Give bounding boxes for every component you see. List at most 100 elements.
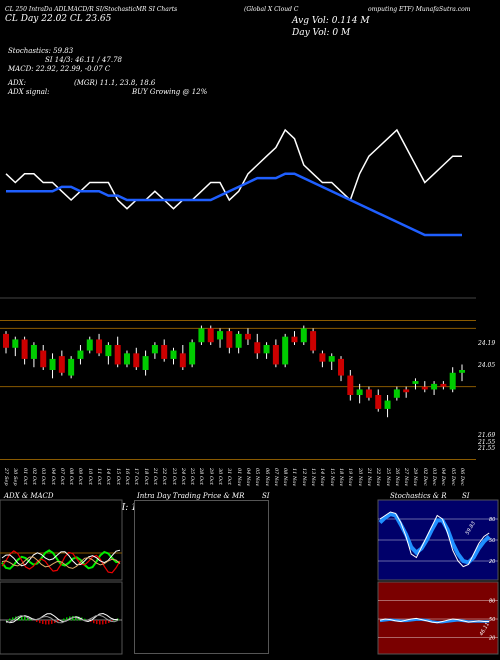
macd-histogram-bar	[108, 620, 110, 623]
candle-body	[58, 356, 65, 373]
header-overlap-2: CL Day 22.02 CL 23.65	[5, 14, 112, 24]
candle-body	[384, 400, 391, 409]
macd-histogram-bar	[42, 620, 44, 624]
macd-histogram-bar	[99, 620, 101, 625]
candle-body	[170, 350, 177, 359]
header-overlap-1: CL 250 IntraDa ADLMACD/R SI/StochasticMR…	[5, 6, 178, 13]
macd-histogram-bar	[9, 618, 11, 621]
adx-signal-label: ADX signal:	[8, 88, 50, 96]
macd-histogram-bar	[93, 620, 95, 624]
candle-body	[449, 372, 456, 390]
macd-histogram-bar	[51, 620, 53, 624]
candle-body	[375, 395, 382, 409]
header-title-a: (Global X Cloud C	[244, 6, 299, 13]
rsi-tick-label: 50	[489, 617, 495, 623]
macd-histogram-bar	[105, 620, 107, 624]
candle-body	[310, 331, 317, 351]
buy-signal: BUY Growing @ 12%	[132, 88, 208, 96]
macd-histogram-bar	[63, 618, 65, 621]
macd-histogram-bar	[72, 616, 74, 621]
main-chart-svg	[0, 128, 476, 460]
candle-body	[356, 389, 363, 395]
candle-body	[86, 339, 93, 351]
macd-histogram-bar	[39, 620, 41, 624]
macd-histogram-bar	[114, 619, 116, 621]
stochastics-value: Stochastics: 59.83	[8, 47, 74, 55]
minus-di-line	[1, 550, 121, 574]
candle-body	[151, 345, 158, 354]
stoch-tick-label: 20	[489, 559, 495, 565]
candle-body	[300, 328, 307, 343]
intraday-panel	[134, 500, 269, 654]
mgr-value: (MGR) 11.1, 23.8, 18.6	[74, 79, 156, 87]
candle-body	[189, 342, 196, 365]
price-line	[5, 128, 462, 210]
candle-body	[244, 333, 251, 340]
candle-body	[96, 339, 103, 354]
macd-histogram-bar	[27, 617, 29, 621]
macd-histogram-bar	[84, 618, 86, 621]
candle-body	[68, 358, 75, 376]
candle-body	[459, 370, 465, 373]
macd-signal-line	[5, 614, 119, 624]
candle-body	[347, 375, 354, 395]
moving-average-line	[6, 172, 462, 237]
adx-aux-line	[1, 556, 121, 569]
macd-histogram-bar	[54, 620, 56, 624]
macd-histogram-bar	[102, 620, 104, 625]
candle-body	[77, 350, 84, 359]
candle-body	[328, 356, 335, 362]
macd-histogram-bar	[75, 616, 77, 621]
candle-body	[272, 345, 279, 365]
candle-body	[105, 345, 112, 357]
candle-body	[114, 345, 121, 365]
candle-body	[142, 356, 149, 370]
macd-histogram-bar	[45, 620, 47, 625]
candle-body	[179, 353, 186, 368]
price-label-low2: 21.55	[478, 439, 496, 446]
candle-body	[49, 358, 56, 370]
candle-body	[235, 333, 242, 348]
header-title-b: omputing ETF) MunafaSutra.com	[368, 6, 471, 13]
adx-line	[1, 549, 121, 567]
intraday-panel-title-2: SI	[262, 492, 270, 500]
candle-body	[393, 389, 400, 398]
stoch-tick-label: 80	[489, 517, 495, 523]
candle-body	[207, 328, 214, 343]
candle-body	[30, 345, 37, 359]
price-label-2: 24.05	[478, 362, 496, 369]
macd-line	[5, 612, 119, 624]
avg-volume: Avg Vol: 0.114 M	[292, 16, 370, 26]
intraday-panel-title: Intra Day Trading Price & MR	[137, 492, 245, 500]
stoch-panel-title: Stochastics & R	[390, 492, 447, 500]
macd-histogram-bar	[66, 617, 68, 621]
macd-histogram-bar	[24, 616, 26, 621]
candle-body	[263, 345, 270, 354]
candle-body	[3, 333, 9, 348]
candle-body	[40, 350, 47, 368]
candle-body	[21, 339, 28, 359]
stoch-panel-title-2: SI	[462, 492, 470, 500]
candle-body	[133, 353, 140, 368]
macd-histogram-bar	[57, 620, 59, 622]
macd-histogram-bar	[96, 620, 98, 625]
stoch-tick-label: 50	[489, 538, 495, 544]
candle-body	[338, 358, 345, 376]
candle-body	[226, 331, 233, 348]
si-value: SI 14/3: 46.11 / 47.78	[45, 56, 122, 64]
stoch-main-line	[379, 511, 490, 568]
macd-histogram-bar	[36, 620, 38, 622]
macd-histogram-bar	[21, 616, 23, 621]
candle-body	[431, 383, 438, 390]
macd-value: MACD: 22.92, 22.99, -0.07 C	[8, 65, 111, 73]
macd-histogram-bar	[48, 620, 50, 625]
candle-body	[319, 353, 326, 362]
candle-body	[365, 389, 372, 398]
macd-histogram-bar	[111, 620, 113, 622]
macd-histogram-bar	[6, 620, 8, 621]
candle-body	[198, 328, 205, 343]
rsi-tick-label: 80	[489, 598, 495, 604]
day-volume: Day Vol: 0 M	[292, 28, 351, 38]
candle-body	[217, 331, 224, 340]
